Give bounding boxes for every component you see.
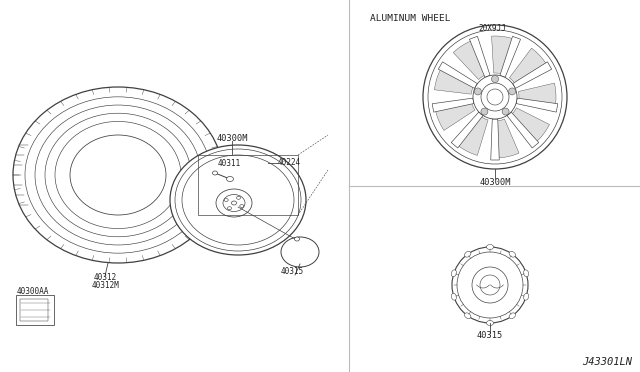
Ellipse shape [224, 199, 228, 202]
Circle shape [428, 30, 562, 164]
Text: 40315: 40315 [477, 331, 503, 340]
Ellipse shape [524, 270, 529, 277]
Ellipse shape [70, 135, 166, 215]
Ellipse shape [182, 155, 294, 245]
Circle shape [423, 25, 567, 169]
Text: 20X9JJ: 20X9JJ [478, 23, 506, 32]
Polygon shape [453, 40, 487, 80]
Ellipse shape [232, 201, 237, 205]
Ellipse shape [227, 176, 234, 182]
Bar [20, 299, 48, 321]
Circle shape [457, 252, 523, 318]
Ellipse shape [486, 244, 493, 250]
Circle shape [452, 247, 528, 323]
Polygon shape [511, 108, 550, 144]
Text: 40312: 40312 [93, 273, 116, 282]
Bar [198, 155, 298, 215]
Circle shape [492, 76, 499, 83]
Ellipse shape [451, 270, 456, 277]
Polygon shape [435, 67, 474, 94]
Circle shape [502, 108, 509, 115]
Text: 40300M: 40300M [216, 134, 248, 142]
Text: J43301LN: J43301LN [582, 357, 632, 367]
Polygon shape [438, 62, 477, 89]
Polygon shape [451, 112, 483, 148]
Ellipse shape [524, 294, 529, 300]
Text: 40224: 40224 [278, 157, 301, 167]
Ellipse shape [509, 251, 516, 257]
Ellipse shape [212, 171, 218, 175]
Text: 40315: 40315 [280, 267, 303, 276]
Polygon shape [507, 112, 539, 148]
Ellipse shape [294, 237, 300, 241]
Circle shape [473, 75, 517, 119]
Polygon shape [518, 83, 556, 108]
Text: ALUMINUM WHEEL: ALUMINUM WHEEL [370, 13, 451, 22]
Ellipse shape [175, 149, 301, 251]
Polygon shape [509, 48, 548, 85]
Polygon shape [495, 119, 519, 158]
Ellipse shape [465, 251, 471, 257]
Polygon shape [456, 115, 488, 155]
Circle shape [487, 89, 503, 105]
Ellipse shape [170, 145, 306, 255]
Text: 40300M: 40300M [479, 177, 511, 186]
Ellipse shape [509, 313, 516, 319]
Circle shape [480, 275, 500, 295]
Circle shape [481, 108, 488, 115]
Polygon shape [435, 101, 475, 131]
Text: 40312M: 40312M [91, 280, 119, 289]
Ellipse shape [486, 321, 493, 326]
Polygon shape [516, 98, 558, 112]
Ellipse shape [216, 189, 252, 217]
Text: 40300AA: 40300AA [17, 288, 49, 296]
Polygon shape [492, 36, 516, 74]
Bar [16, 295, 54, 325]
Circle shape [509, 88, 516, 95]
Ellipse shape [451, 294, 456, 300]
Ellipse shape [281, 237, 319, 267]
Polygon shape [432, 98, 474, 112]
Circle shape [472, 267, 508, 303]
Polygon shape [500, 36, 520, 77]
Ellipse shape [465, 313, 471, 319]
Polygon shape [513, 62, 552, 89]
Ellipse shape [237, 196, 241, 199]
Polygon shape [491, 119, 499, 160]
Ellipse shape [227, 207, 232, 210]
Ellipse shape [240, 205, 244, 208]
Ellipse shape [223, 195, 245, 212]
Circle shape [481, 83, 509, 111]
Ellipse shape [13, 87, 223, 263]
Polygon shape [470, 36, 490, 77]
Text: 40311: 40311 [218, 158, 241, 167]
Circle shape [474, 88, 481, 95]
